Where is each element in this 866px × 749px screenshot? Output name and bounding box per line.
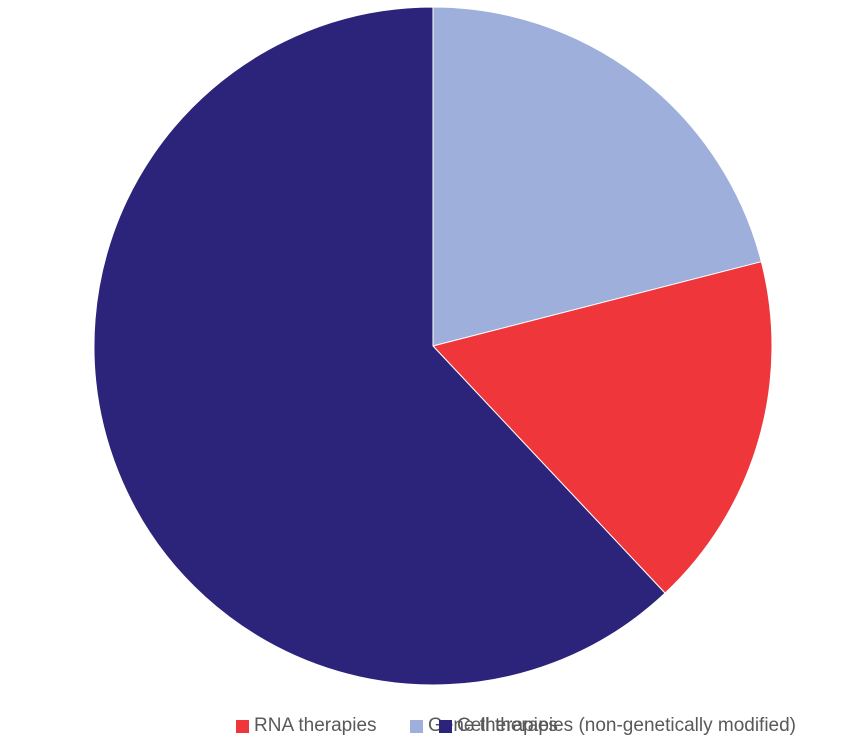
- legend-item-rna-therapies: RNA therapies: [236, 712, 377, 740]
- legend-swatch-gene-therapies: [410, 719, 423, 733]
- pie-slice-cell-therapies-non-genetically-modified: [93, 6, 666, 686]
- legend-swatch-cell-therapies: [439, 719, 452, 733]
- pie-slice-gene-therapies: [432, 6, 762, 347]
- pie-chart: [93, 6, 773, 686]
- legend-item-cell-therapies: Cell therapies (non-genetically modified…: [439, 712, 796, 740]
- legend-label-gene-therapies: Gene therapies: [428, 715, 558, 736]
- legend-label-rna-therapies: RNA therapies: [254, 715, 377, 736]
- chart-legend: Gene therapies RNA therapies Cell therap…: [0, 712, 866, 740]
- pie-slice-rna-therapies: [432, 261, 773, 594]
- legend-label-cell-therapies: Cell therapies (non-genetically modified…: [457, 715, 797, 736]
- legend-swatch-rna-therapies: [236, 719, 249, 733]
- legend-item-gene-therapies: Gene therapies: [410, 712, 558, 740]
